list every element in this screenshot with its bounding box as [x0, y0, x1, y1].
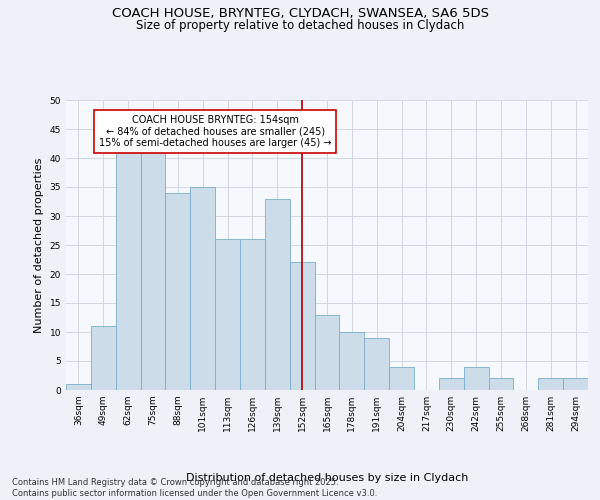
Bar [240, 239, 265, 390]
Bar [91, 326, 116, 390]
Bar [140, 152, 166, 390]
Y-axis label: Number of detached properties: Number of detached properties [34, 158, 44, 332]
Bar [190, 187, 215, 390]
X-axis label: Distribution of detached houses by size in Clydach: Distribution of detached houses by size … [186, 473, 468, 483]
Bar [265, 198, 290, 390]
Bar [116, 152, 140, 390]
Bar [340, 332, 364, 390]
Bar [389, 367, 414, 390]
Text: Contains HM Land Registry data © Crown copyright and database right 2025.
Contai: Contains HM Land Registry data © Crown c… [12, 478, 377, 498]
Text: Size of property relative to detached houses in Clydach: Size of property relative to detached ho… [136, 19, 464, 32]
Bar [66, 384, 91, 390]
Bar [439, 378, 464, 390]
Bar [215, 239, 240, 390]
Bar [464, 367, 488, 390]
Bar [290, 262, 314, 390]
Bar [488, 378, 514, 390]
Text: COACH HOUSE BRYNTEG: 154sqm
← 84% of detached houses are smaller (245)
15% of se: COACH HOUSE BRYNTEG: 154sqm ← 84% of det… [99, 114, 331, 148]
Bar [314, 314, 340, 390]
Bar [364, 338, 389, 390]
Text: COACH HOUSE, BRYNTEG, CLYDACH, SWANSEA, SA6 5DS: COACH HOUSE, BRYNTEG, CLYDACH, SWANSEA, … [112, 8, 488, 20]
Bar [538, 378, 563, 390]
Bar [166, 193, 190, 390]
Bar [563, 378, 588, 390]
